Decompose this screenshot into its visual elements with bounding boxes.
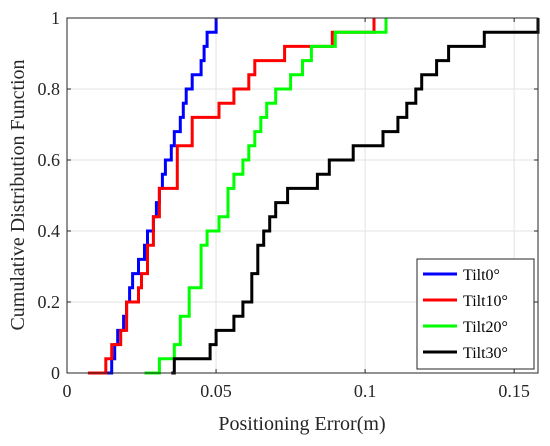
y-tick-label: 0.2 bbox=[38, 292, 61, 312]
y-tick-label: 0.8 bbox=[38, 79, 61, 99]
y-tick-label: 1 bbox=[51, 8, 60, 28]
x-axis-label: Positioning Error(m) bbox=[218, 413, 385, 435]
series-lines bbox=[87, 18, 540, 375]
x-tick-label: 0.05 bbox=[200, 381, 232, 401]
legend-label-2: Tilt20° bbox=[463, 319, 508, 336]
legend: Tilt0° Tilt10° Tilt20° Tilt30° bbox=[416, 258, 535, 370]
legend-label-0: Tilt0° bbox=[463, 267, 500, 284]
x-tick-label: 0.1 bbox=[354, 381, 377, 401]
legend-label-1: Tilt10° bbox=[463, 293, 508, 310]
series-line-1 bbox=[87, 18, 376, 375]
y-axis-label: Cumulative Distribution Function bbox=[7, 59, 29, 330]
x-tick-label: 0.15 bbox=[498, 381, 530, 401]
legend-label-3: Tilt30° bbox=[463, 345, 508, 362]
y-tick-label: 0.6 bbox=[38, 150, 61, 170]
ticks: 0 0.05 0.1 0.15 0 0.2 0.4 0.6 0.8 1 bbox=[38, 8, 538, 401]
y-tick-label: 0 bbox=[51, 363, 60, 383]
y-tick-label: 0.4 bbox=[38, 221, 61, 241]
series-line-2 bbox=[144, 18, 388, 375]
series-line-3 bbox=[171, 18, 540, 375]
axes-box bbox=[66, 17, 539, 374]
x-tick-label: 0 bbox=[63, 381, 72, 401]
